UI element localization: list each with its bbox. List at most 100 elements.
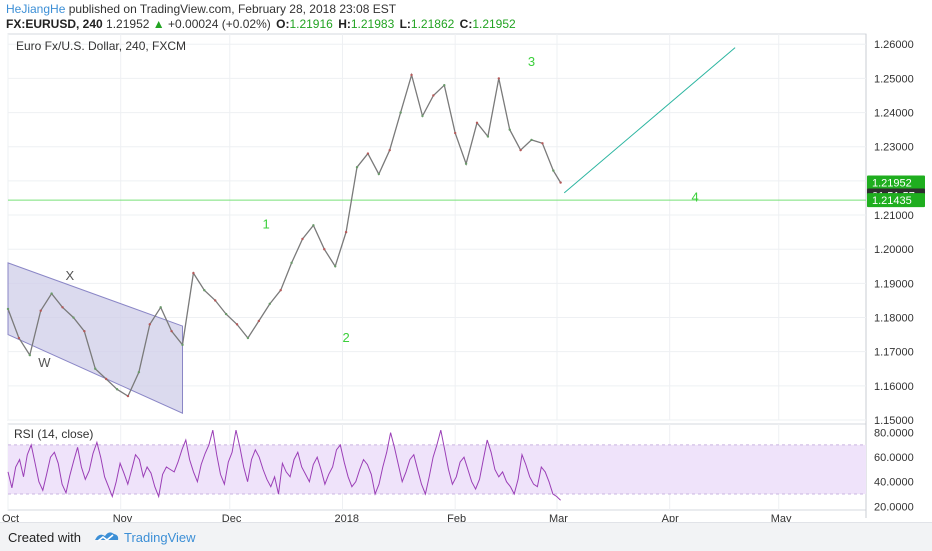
last-price: 1.21952 [106, 17, 150, 31]
rsi-tick-label: 40.0000 [874, 477, 914, 489]
price-point [115, 388, 119, 391]
up-arrow-icon: ▲ [152, 17, 165, 31]
ohlc-line: FX:EURUSD, 240 1.21952 ▲ +0.00024 (+0.02… [6, 17, 906, 32]
price-point [453, 131, 457, 135]
price-change: +0.00024 (+0.02%) [168, 17, 271, 31]
price-point [508, 128, 511, 131]
price-point [137, 370, 141, 374]
price-panel-title: Euro Fx/U.S. Dollar, 240, FXCM [16, 39, 186, 53]
price-point [559, 181, 562, 184]
last-price-badge-bg [867, 175, 925, 190]
price-point [552, 169, 555, 172]
price-tick-label: 1.24000 [874, 108, 914, 120]
time-tick-label: May [771, 513, 792, 522]
time-tick-label: Mar [549, 513, 568, 522]
tradingview-brand[interactable]: TradingView [124, 530, 196, 545]
projection-line[interactable] [563, 47, 736, 194]
time-tick-label: Nov [113, 513, 133, 522]
price-point [377, 172, 381, 176]
price-point [235, 323, 239, 326]
wave-label-3: 3 [528, 54, 535, 69]
chart-header: HeJiangHe published on TradingView.com, … [6, 2, 906, 32]
price-point [104, 377, 108, 381]
support-price-badge-bg [867, 193, 925, 208]
price-point [475, 121, 479, 125]
price-point [421, 114, 424, 118]
chart-canvas[interactable]: 1.260001.250001.240001.230001.220001.210… [0, 28, 932, 522]
tradingview-logo-icon[interactable] [94, 529, 120, 545]
price-point [301, 237, 304, 241]
wave-label-4: 4 [692, 189, 699, 204]
time-tick-label: Feb [447, 513, 466, 522]
price-point [257, 319, 261, 323]
open-value: 1.21916 [289, 17, 333, 31]
high-value: 1.21983 [350, 17, 395, 31]
low-label: L: [399, 17, 411, 31]
price-point [355, 166, 359, 169]
price-point [94, 367, 97, 370]
price-point [344, 230, 348, 234]
close-value: 1.21952 [472, 17, 516, 31]
created-with-text: Created with [8, 530, 81, 545]
price-point [410, 73, 413, 77]
symbol-label: FX:EURUSD, 240 [6, 17, 103, 31]
rsi-tick-label: 80.0000 [874, 428, 914, 440]
price-point [6, 307, 10, 311]
footer-bar: Created with TradingView [0, 522, 932, 551]
price-point [366, 152, 370, 155]
price-point [443, 84, 446, 87]
price-point [39, 309, 42, 312]
time-tick-label: Oct [2, 513, 19, 522]
price-point [17, 336, 21, 340]
price-point [214, 299, 217, 302]
price-point [50, 292, 53, 295]
price-tick-label: 1.17000 [874, 347, 914, 359]
price-point [83, 329, 86, 333]
price-tick-label: 1.26000 [874, 39, 914, 51]
price-point [246, 336, 250, 340]
author-link[interactable]: HeJiangHe [6, 2, 66, 16]
publication-line: HeJiangHe published on TradingView.com, … [6, 2, 906, 17]
price-point [486, 135, 490, 138]
rsi-tick-label: 60.0000 [874, 452, 914, 464]
price-tick-label: 1.19000 [874, 278, 914, 290]
wave-label-w: W [38, 355, 51, 370]
wave-label-2: 2 [342, 330, 349, 345]
price-point [312, 224, 315, 227]
rsi-line [7, 429, 561, 501]
open-label: O: [276, 17, 290, 31]
price-point [279, 288, 282, 292]
rsi-panel-title: RSI (14, close) [14, 427, 93, 441]
price-point [192, 271, 195, 275]
published-text: published on TradingView.com, February 2… [68, 2, 397, 16]
close-label: C: [459, 17, 473, 31]
price-point [148, 323, 151, 326]
price-point [323, 248, 326, 251]
rsi-tick-label: 20.0000 [874, 501, 914, 513]
high-label: H: [338, 17, 351, 31]
support-price-badge: 1.21435 [872, 195, 912, 207]
price-tick-label: 1.15000 [874, 415, 914, 427]
price-point [399, 111, 402, 114]
price-point [519, 148, 522, 152]
price-point [464, 162, 468, 166]
price-point [530, 138, 533, 142]
price-tick-label: 1.18000 [874, 313, 914, 325]
price-point [497, 77, 501, 80]
price-point [203, 288, 206, 292]
price-tick-label: 1.25000 [874, 73, 914, 85]
price-point [126, 394, 130, 398]
price-point [334, 265, 337, 268]
wave-label-1: 1 [263, 217, 270, 232]
time-tick-label: 2018 [334, 513, 358, 522]
price-tick-label: 1.23000 [874, 142, 914, 154]
last-price-badge: 1.21952 [872, 178, 912, 190]
rsi-band [8, 444, 866, 495]
price-point [170, 329, 173, 333]
price-point [290, 261, 293, 265]
price-point [28, 353, 32, 357]
price-point [541, 142, 544, 145]
price-point [268, 302, 271, 306]
price-point [61, 306, 64, 309]
price-series-line [7, 72, 562, 398]
